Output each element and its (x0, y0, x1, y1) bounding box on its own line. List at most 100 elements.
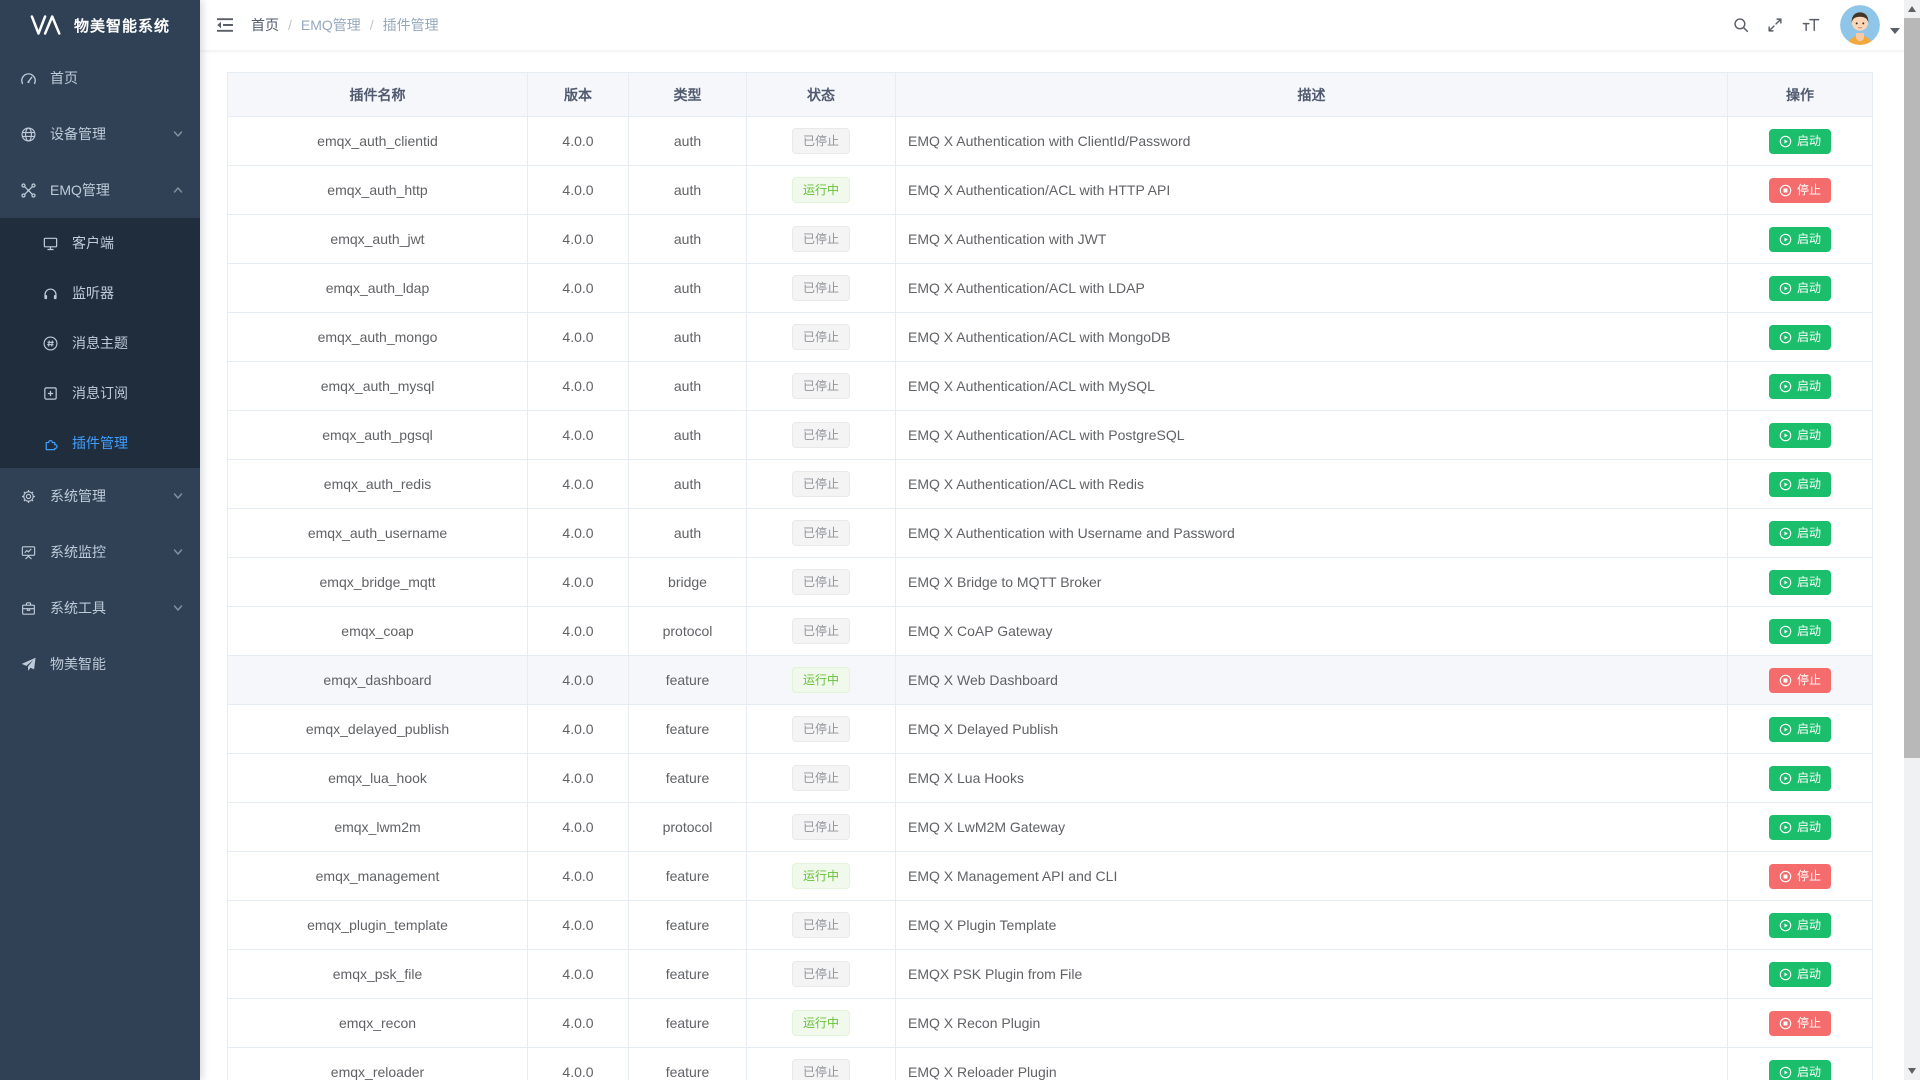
plugin-name: emqx_auth_http (227, 165, 528, 215)
table-row: emqx_lua_hook 4.0.0 feature 已停止 EMQ X Lua Ho… (227, 753, 1873, 803)
plugin-type: protocol (628, 606, 747, 656)
start-button[interactable]: 启动 (1768, 1059, 1831, 1080)
sidebar-item-system-monitor[interactable]: 系统监控 (0, 524, 200, 580)
column-header: 描述 (895, 72, 1728, 117)
plugin-version: 4.0.0 (527, 410, 629, 460)
sidebar-item-label: 消息主题 (72, 335, 128, 351)
sidebar-item-system-management[interactable]: 系统管理 (0, 468, 200, 524)
table-row: emqx_auth_mongo 4.0.0 auth 已停止 EMQ X Authent… (227, 312, 1873, 362)
plugin-name: emqx_reloader (227, 1047, 528, 1080)
sidebar-item-message-topics[interactable]: 消息主题 (0, 318, 200, 368)
stop-button[interactable]: 停止 (1768, 177, 1831, 203)
start-button[interactable]: 启动 (1768, 814, 1831, 840)
avatar[interactable] (1840, 5, 1880, 45)
plugin-description: EMQX PSK Plugin from File (895, 949, 1728, 999)
start-button[interactable]: 启动 (1768, 275, 1831, 301)
sidebar-menu: 首页 设备管理 EMQ管理客户端监听器消息主题消息订阅 插件管理 系统管理 系统监控 系统工… (0, 50, 200, 692)
sidebar-item-plugin-management[interactable]: 插件管理 (0, 418, 200, 468)
app-logo[interactable]: 物美智能系统 (0, 0, 200, 50)
start-button[interactable]: 启动 (1768, 569, 1831, 595)
stop-button[interactable]: 停止 (1768, 863, 1831, 889)
start-button[interactable]: 启动 (1768, 716, 1831, 742)
sidebar-item-emq-management[interactable]: EMQ管理 (0, 162, 200, 218)
scrollbar-up-arrow[interactable] (1908, 6, 1916, 12)
plugin-type: auth (628, 508, 747, 558)
sidebar-item-device-management[interactable]: 设备管理 (0, 106, 200, 162)
plugin-name: emqx_auth_clientid (227, 116, 528, 166)
play-circle-icon (1779, 380, 1792, 393)
page-scrollbar[interactable] (1904, 0, 1920, 1080)
status-badge: 已停止 (791, 1059, 850, 1080)
plugin-description: EMQ X Reloader Plugin (895, 1047, 1728, 1080)
table-row: emqx_bridge_mqtt 4.0.0 bridge 已停止 EMQ X Brid… (227, 557, 1873, 607)
action-button-label: 启动 (1796, 428, 1821, 442)
device-icon (20, 126, 37, 143)
plugin-description: EMQ X Plugin Template (895, 900, 1728, 950)
scrollbar-thumb[interactable] (1904, 18, 1920, 758)
sidebar-item-home[interactable]: 首页 (0, 50, 200, 106)
plugin-status-cell: 运行中 (746, 655, 896, 705)
sidebar-item-message-subscriptions[interactable]: 消息订阅 (0, 368, 200, 418)
start-button[interactable]: 启动 (1768, 765, 1831, 791)
sidebar-item-listeners[interactable]: 监听器 (0, 268, 200, 318)
start-button[interactable]: 启动 (1768, 912, 1831, 938)
start-button[interactable]: 启动 (1768, 324, 1831, 350)
sidebar-item-label: EMQ管理 (50, 182, 110, 198)
plugin-status-cell: 已停止 (746, 606, 896, 656)
sidebar-item-clients[interactable]: 客户端 (0, 218, 200, 268)
search-icon[interactable] (1732, 16, 1750, 34)
plugin-status-cell: 已停止 (746, 802, 896, 852)
start-button[interactable]: 启动 (1768, 471, 1831, 497)
plugin-status-cell: 已停止 (746, 508, 896, 558)
stop-circle-icon (1779, 674, 1792, 687)
table-row: emqx_auth_redis 4.0.0 auth 已停止 EMQ X Authent… (227, 459, 1873, 509)
sidebar-toggle-icon[interactable] (215, 15, 235, 35)
sidebar-item-wumei-smart[interactable]: 物美智能 (0, 636, 200, 692)
start-button[interactable]: 启动 (1768, 226, 1831, 252)
start-button[interactable]: 启动 (1768, 520, 1831, 546)
plugin-action-cell: 启动 (1727, 1047, 1873, 1080)
plugin-version: 4.0.0 (527, 851, 629, 901)
sidebar-item-label: 客户端 (72, 235, 114, 251)
plugin-type: feature (628, 949, 747, 999)
start-button[interactable]: 启动 (1768, 422, 1831, 448)
plugin-status-cell: 已停止 (746, 312, 896, 362)
plugin-version: 4.0.0 (527, 508, 629, 558)
plugin-version: 4.0.0 (527, 998, 629, 1048)
start-button[interactable]: 启动 (1768, 373, 1831, 399)
stop-button[interactable]: 停止 (1768, 1010, 1831, 1036)
action-button-label: 启动 (1796, 771, 1821, 785)
scrollbar-down-arrow[interactable] (1908, 1068, 1916, 1074)
action-button-label: 停止 (1796, 673, 1821, 687)
plugin-name: emqx_auth_ldap (227, 263, 528, 313)
plugin-type: auth (628, 459, 747, 509)
action-button-label: 启动 (1796, 134, 1821, 148)
chevron-down-icon (172, 546, 184, 558)
start-button[interactable]: 启动 (1768, 618, 1831, 644)
status-badge: 已停止 (791, 128, 850, 154)
plugin-version: 4.0.0 (527, 753, 629, 803)
sidebar-item-system-tools[interactable]: 系统工具 (0, 580, 200, 636)
plugin-name: emqx_plugin_template (227, 900, 528, 950)
plugin-name: emqx_auth_redis (227, 459, 528, 509)
start-button[interactable]: 启动 (1768, 961, 1831, 987)
table-body: emqx_auth_clientid 4.0.0 auth 已停止 EMQ X Auth… (227, 116, 1873, 1080)
plugin-action-cell: 停止 (1727, 655, 1873, 705)
top-navbar: 首页 / EMQ管理 / 插件管理 (200, 0, 1920, 50)
plugin-version: 4.0.0 (527, 214, 629, 264)
fullscreen-icon[interactable] (1766, 16, 1784, 34)
caret-down-icon[interactable] (1890, 28, 1900, 34)
plugin-description: EMQ X Authentication/ACL with MySQL (895, 361, 1728, 411)
plugin-name: emqx_bridge_mqtt (227, 557, 528, 607)
plugin-status-cell: 已停止 (746, 410, 896, 460)
start-button[interactable]: 启动 (1768, 128, 1831, 154)
table-row: emqx_plugin_template 4.0.0 feature 已停止 EMQ X… (227, 900, 1873, 950)
stop-button[interactable]: 停止 (1768, 667, 1831, 693)
breadcrumb-item[interactable]: 首页 (251, 17, 279, 33)
plugin-version: 4.0.0 (527, 312, 629, 362)
app-title: 物美智能系统 (73, 17, 170, 35)
font-size-icon[interactable] (1800, 16, 1822, 34)
plugin-version: 4.0.0 (527, 704, 629, 754)
plugin-version: 4.0.0 (527, 1047, 629, 1080)
